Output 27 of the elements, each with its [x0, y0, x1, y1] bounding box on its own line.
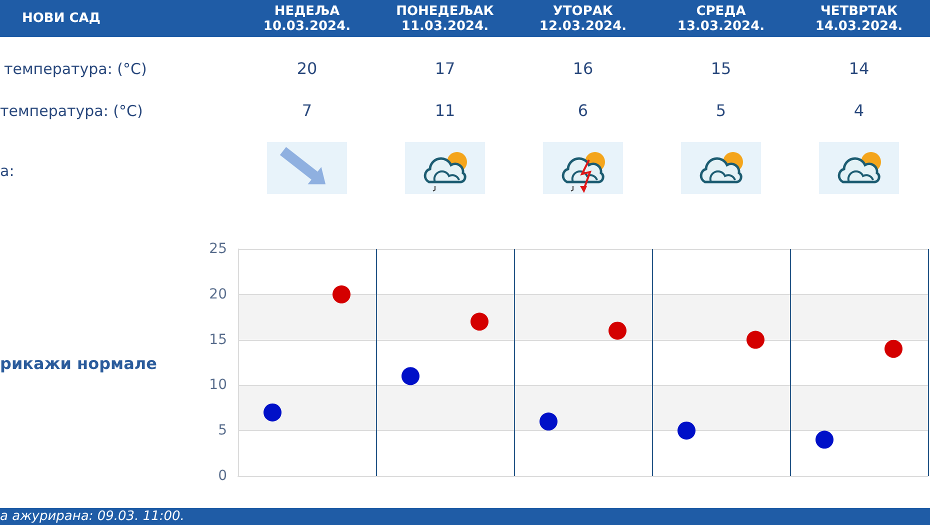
y-tick-label: 15 — [209, 332, 227, 348]
text: ПОНЕДЕЉАК 11.03.2024. — [395, 4, 495, 34]
data-label: 14 — [848, 59, 870, 79]
data-label: 4 — [852, 101, 866, 121]
y-tick-label: 0 — [218, 468, 227, 484]
text: НЕДЕЉА 10.03.2024. — [262, 4, 352, 34]
text: ЧЕТВРТАК 14.03.2024. — [814, 4, 904, 34]
data-label: 11 — [434, 101, 456, 121]
y-tick-label: 10 — [209, 377, 227, 394]
text: температура: (°C) — [4, 59, 147, 79]
data-label: 17 — [434, 59, 456, 79]
data-label: 15 — [710, 59, 732, 79]
y-tick-label: 5 — [218, 422, 227, 439]
text: температура: (°C) — [0, 101, 143, 121]
text: УТОРАК 12.03.2024. — [538, 4, 628, 34]
data-label: 16 — [572, 59, 594, 79]
text: а ажурирана: 09.03. 11:00. — [0, 508, 184, 525]
text: а: — [0, 161, 14, 181]
data-label: 6 — [576, 101, 590, 121]
y-tick-label: 25 — [209, 241, 227, 257]
data-label: 7 — [300, 101, 314, 121]
y-tick-label: 20 — [209, 286, 227, 302]
text: СРЕДА 13.03.2024. — [676, 4, 766, 34]
data-label: 5 — [714, 101, 728, 121]
text: рикажи нормале — [0, 354, 157, 374]
data-label: 20 — [296, 59, 318, 79]
text: НОВИ САД — [22, 11, 100, 26]
